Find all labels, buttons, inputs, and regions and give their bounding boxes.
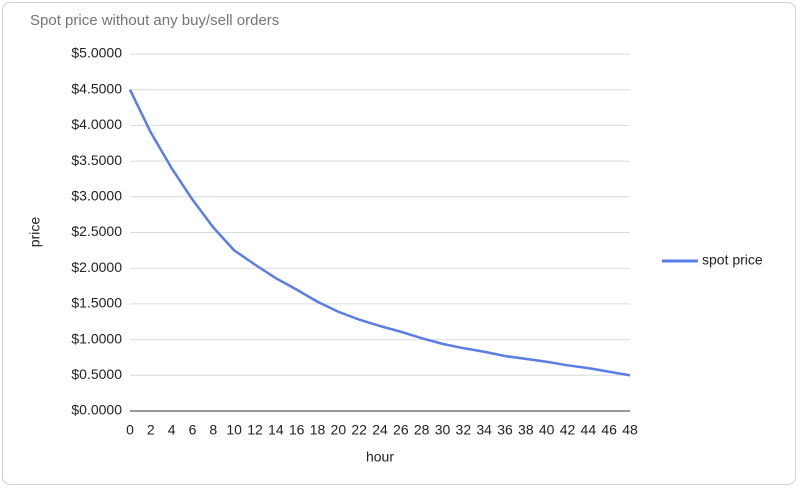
y-axis-label: price bbox=[27, 217, 43, 248]
x-tick-label: 14 bbox=[268, 422, 284, 438]
x-tick-label: 40 bbox=[539, 422, 555, 438]
x-tick-label: 12 bbox=[247, 422, 263, 438]
x-tick-label: 4 bbox=[168, 422, 176, 438]
x-axis-label: hour bbox=[366, 449, 394, 465]
y-tick-label: $0.0000 bbox=[71, 402, 122, 418]
line-series bbox=[128, 89, 631, 377]
y-tick-label: $5.0000 bbox=[71, 45, 122, 61]
x-tick-label: 16 bbox=[289, 422, 305, 438]
x-tick-label: 38 bbox=[518, 422, 534, 438]
x-tick-label: 44 bbox=[581, 422, 597, 438]
y-tick-label: $4.5000 bbox=[71, 80, 122, 96]
y-tick-label: $2.0000 bbox=[71, 259, 122, 275]
y-tick-label: $0.5000 bbox=[71, 366, 122, 382]
x-tick-label: 48 bbox=[622, 422, 638, 438]
y-tick-label: $2.5000 bbox=[71, 223, 122, 239]
y-tick-label: $1.5000 bbox=[71, 295, 122, 311]
x-tick-label: 32 bbox=[456, 422, 472, 438]
y-tick-label: $3.5000 bbox=[71, 152, 122, 168]
x-tick-label: 26 bbox=[393, 422, 409, 438]
x-tick-label: 0 bbox=[126, 422, 134, 438]
y-tick-label: $1.0000 bbox=[71, 330, 122, 346]
y-tick-label: $3.0000 bbox=[71, 188, 122, 204]
x-tick-label: 2 bbox=[147, 422, 155, 438]
x-tick-label: 28 bbox=[414, 422, 430, 438]
x-tick-label: 6 bbox=[189, 422, 197, 438]
x-tick-label: 10 bbox=[226, 422, 242, 438]
x-tick-label: 20 bbox=[331, 422, 347, 438]
x-tick-label: 34 bbox=[476, 422, 492, 438]
legend-label: spot price bbox=[702, 252, 763, 268]
x-tick-label: 8 bbox=[209, 422, 217, 438]
x-tick-label: 24 bbox=[372, 422, 388, 438]
x-tick-label: 30 bbox=[435, 422, 451, 438]
y-tick-label: $4.0000 bbox=[71, 116, 122, 132]
x-tick-label: 18 bbox=[310, 422, 326, 438]
x-tick-label: 36 bbox=[497, 422, 513, 438]
x-tick-label: 46 bbox=[601, 422, 617, 438]
chart-title: Spot price without any buy/sell orders bbox=[30, 12, 279, 29]
x-tick-label: 22 bbox=[351, 422, 367, 438]
x-tick-label: 42 bbox=[560, 422, 576, 438]
